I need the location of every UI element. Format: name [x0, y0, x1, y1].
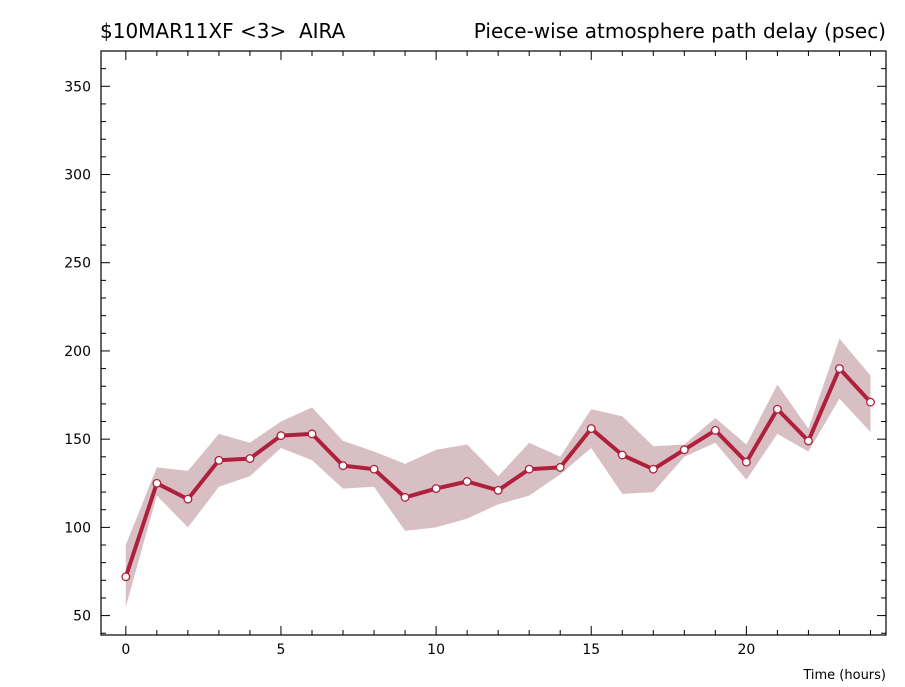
x-tick-label: 0 [121, 642, 130, 658]
data-point [338, 461, 348, 471]
y-tick-label: 50 [73, 609, 91, 625]
uncertainty-band-layer [125, 338, 871, 607]
y-tick-label: 250 [64, 256, 91, 272]
data-point [431, 484, 441, 494]
x-tick-label: 5 [276, 642, 285, 658]
data-point [121, 572, 131, 582]
data-point [772, 404, 782, 414]
data-point [648, 464, 658, 474]
x-axis-label: Time (hours) [802, 668, 886, 683]
axis-tick-layer: 0 5 10 15 20 50 100 150 200 250 300 350 [64, 50, 886, 658]
data-point [524, 464, 534, 474]
y-tick-label: 200 [64, 344, 91, 360]
data-point [276, 431, 286, 441]
data-point [152, 478, 162, 488]
y-tick-label: 150 [64, 432, 91, 448]
y-tick-label: 100 [64, 520, 91, 536]
data-point [493, 485, 503, 495]
data-point [400, 492, 410, 502]
data-point [214, 455, 224, 465]
data-point-layer [121, 364, 875, 582]
chart-title: Piece-wise atmosphere path delay (psec) [474, 19, 886, 43]
data-point [462, 477, 472, 486]
x-tick-label: 15 [582, 642, 600, 658]
data-point [835, 364, 844, 374]
x-tick-label: 10 [427, 642, 445, 658]
data-point [617, 450, 627, 460]
y-tick-label: 350 [64, 79, 91, 95]
data-point [679, 445, 689, 455]
x-tick-label: 20 [737, 642, 755, 658]
y-tick-label: 300 [64, 168, 91, 184]
data-point [183, 494, 193, 504]
data-point [369, 464, 379, 474]
data-point [866, 397, 875, 407]
data-point [710, 425, 720, 435]
data-point [555, 462, 565, 472]
data-point [586, 424, 596, 434]
data-point [803, 436, 813, 446]
data-point [741, 457, 751, 467]
data-point [245, 454, 255, 464]
data-point [307, 429, 317, 439]
uncertainty-band [125, 338, 871, 607]
plot-frame [100, 50, 887, 636]
chart-header-left: $10MAR11XF <3> AIRA [100, 19, 346, 43]
